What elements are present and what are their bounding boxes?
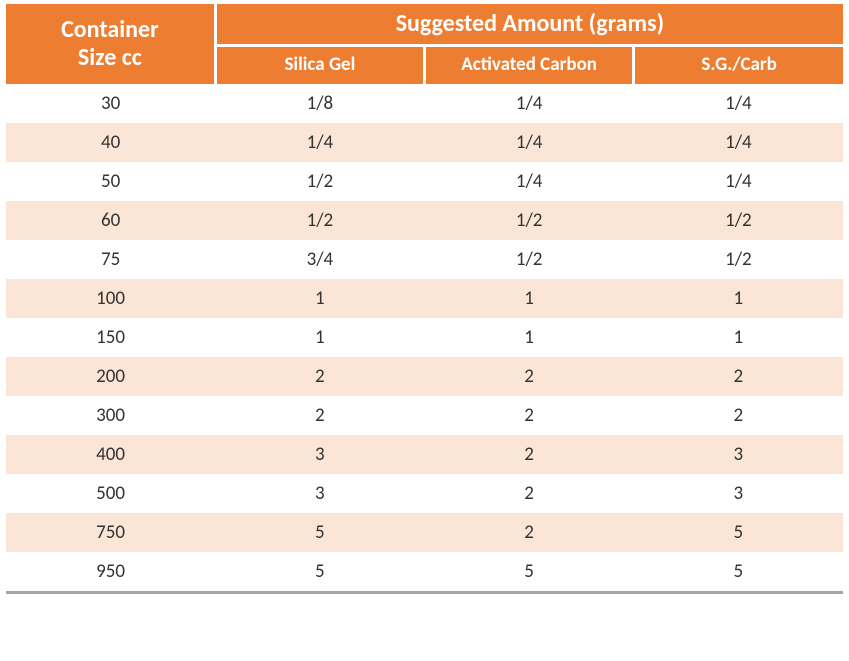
table-cell: 30 xyxy=(6,84,215,123)
table-cell: 1 xyxy=(215,318,424,357)
table-cell: 1/4 xyxy=(425,84,634,123)
table-cell: 2 xyxy=(634,396,843,435)
table-row: 500323 xyxy=(6,474,843,513)
table-cell: 1/2 xyxy=(425,201,634,240)
table-cell: 75 xyxy=(6,240,215,279)
table-row: 300222 xyxy=(6,396,843,435)
table-cell: 3 xyxy=(634,474,843,513)
table-cell: 1/8 xyxy=(215,84,424,123)
table-row: 100111 xyxy=(6,279,843,318)
table-row: 750525 xyxy=(6,513,843,552)
table-cell: 3 xyxy=(634,435,843,474)
table-cell: 150 xyxy=(6,318,215,357)
header-container-size: Container Size cc xyxy=(6,4,215,84)
table-row: 200222 xyxy=(6,357,843,396)
table-cell: 1 xyxy=(425,318,634,357)
table-cell: 5 xyxy=(634,552,843,593)
table-cell: 1 xyxy=(425,279,634,318)
table-cell: 3/4 xyxy=(215,240,424,279)
table-cell: 950 xyxy=(6,552,215,593)
table-cell: 1/2 xyxy=(425,240,634,279)
table-cell: 2 xyxy=(634,357,843,396)
table-cell: 750 xyxy=(6,513,215,552)
table-cell: 1 xyxy=(634,279,843,318)
table-cell: 5 xyxy=(634,513,843,552)
table-cell: 1 xyxy=(215,279,424,318)
header-suggested-amount: Suggested Amount (grams) xyxy=(215,4,843,45)
table-cell: 200 xyxy=(6,357,215,396)
table-cell: 5 xyxy=(425,552,634,593)
table-cell: 2 xyxy=(425,396,634,435)
header-activated-carbon: Activated Carbon xyxy=(425,45,634,84)
table-cell: 2 xyxy=(425,357,634,396)
header-container-size-line2: Size cc xyxy=(78,43,142,72)
table-container: Container Size cc Suggested Amount (gram… xyxy=(0,0,849,598)
table-cell: 1/4 xyxy=(634,84,843,123)
table-cell: 2 xyxy=(425,435,634,474)
table-cell: 40 xyxy=(6,123,215,162)
table-row: 401/41/41/4 xyxy=(6,123,843,162)
table-cell: 1/2 xyxy=(634,201,843,240)
table-cell: 300 xyxy=(6,396,215,435)
table-cell: 50 xyxy=(6,162,215,201)
table-cell: 100 xyxy=(6,279,215,318)
table-cell: 1 xyxy=(634,318,843,357)
table-cell: 400 xyxy=(6,435,215,474)
table-cell: 1/2 xyxy=(215,162,424,201)
table-cell: 3 xyxy=(215,474,424,513)
table-cell: 2 xyxy=(215,396,424,435)
table-row: 753/41/21/2 xyxy=(6,240,843,279)
table-cell: 500 xyxy=(6,474,215,513)
table-row: 501/21/41/4 xyxy=(6,162,843,201)
header-silica-gel: Silica Gel xyxy=(215,45,424,84)
table-row: 950555 xyxy=(6,552,843,593)
table-cell: 5 xyxy=(215,513,424,552)
table-cell: 2 xyxy=(425,513,634,552)
table-cell: 1/2 xyxy=(215,201,424,240)
table-row: 400323 xyxy=(6,435,843,474)
table-cell: 1/4 xyxy=(215,123,424,162)
header-container-size-line1: Container xyxy=(61,15,159,44)
table-cell: 2 xyxy=(425,474,634,513)
desiccant-table: Container Size cc Suggested Amount (gram… xyxy=(6,4,843,594)
table-cell: 2 xyxy=(215,357,424,396)
table-cell: 1/4 xyxy=(425,123,634,162)
table-cell: 5 xyxy=(215,552,424,593)
table-body: 301/81/41/4401/41/41/4501/21/41/4601/21/… xyxy=(6,84,843,593)
table-row: 150111 xyxy=(6,318,843,357)
header-sg-carb: S.G./Carb xyxy=(634,45,843,84)
table-row: 601/21/21/2 xyxy=(6,201,843,240)
table-cell: 1/2 xyxy=(634,240,843,279)
table-cell: 1/4 xyxy=(425,162,634,201)
table-header: Container Size cc Suggested Amount (gram… xyxy=(6,4,843,84)
table-cell: 60 xyxy=(6,201,215,240)
table-row: 301/81/41/4 xyxy=(6,84,843,123)
table-cell: 1/4 xyxy=(634,162,843,201)
table-cell: 1/4 xyxy=(634,123,843,162)
table-cell: 3 xyxy=(215,435,424,474)
